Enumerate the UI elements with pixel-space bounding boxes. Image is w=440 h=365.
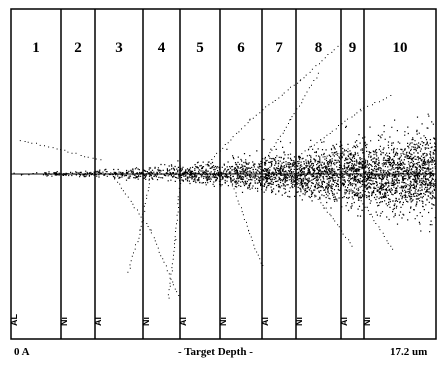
layer-number: 9: [349, 40, 357, 56]
scattered-ion-track: [19, 140, 102, 161]
depth-axis-title: - Target Depth -: [178, 346, 253, 358]
layer-material-label: Ni: [218, 317, 228, 326]
scattered-ion-track: [110, 172, 180, 296]
scattered-ion-track: [127, 175, 152, 273]
layer-number: 7: [275, 40, 283, 56]
ion-track-cloud: [13, 113, 437, 233]
layer-material-label: Ni: [141, 317, 151, 326]
layer-material-label: AL: [9, 314, 19, 326]
scattered-ion-track: [340, 175, 394, 250]
depth-end-label: 17.2 um: [390, 346, 428, 358]
layer-labels: 1 AL 2 Ni 3 Al 4 Ni 5 Al 6 Ni 7 Al 8 Ni 9 Al 10 Ni: [9, 40, 408, 326]
layer-material-label: Al: [339, 317, 349, 326]
layer-material-label: Al: [260, 317, 270, 326]
layer-material-label: Ni: [294, 317, 304, 326]
layer-material-label: Ni: [59, 317, 69, 326]
scattered-ion-track: [279, 95, 392, 170]
layer-number: 6: [237, 40, 245, 56]
layer-number: 10: [393, 40, 408, 56]
scattered-ion-track: [230, 178, 264, 266]
scattered-ion-track: [260, 72, 319, 170]
layer-boundaries: [60, 9, 365, 339]
layer-number: 5: [196, 40, 204, 56]
layer-number: 8: [315, 40, 323, 56]
layer-material-label: Al: [178, 317, 188, 326]
layer-number: 2: [74, 40, 82, 56]
depth-start-label: 0 A: [14, 346, 30, 358]
layer-number: 3: [115, 40, 123, 56]
layer-material-label: Al: [93, 317, 103, 326]
ion-tracks: [13, 43, 437, 299]
layer-number: 4: [158, 40, 166, 56]
layer-number: 1: [32, 40, 40, 56]
layer-material-label: Ni: [362, 317, 372, 326]
scattered-ion-track: [199, 43, 342, 171]
